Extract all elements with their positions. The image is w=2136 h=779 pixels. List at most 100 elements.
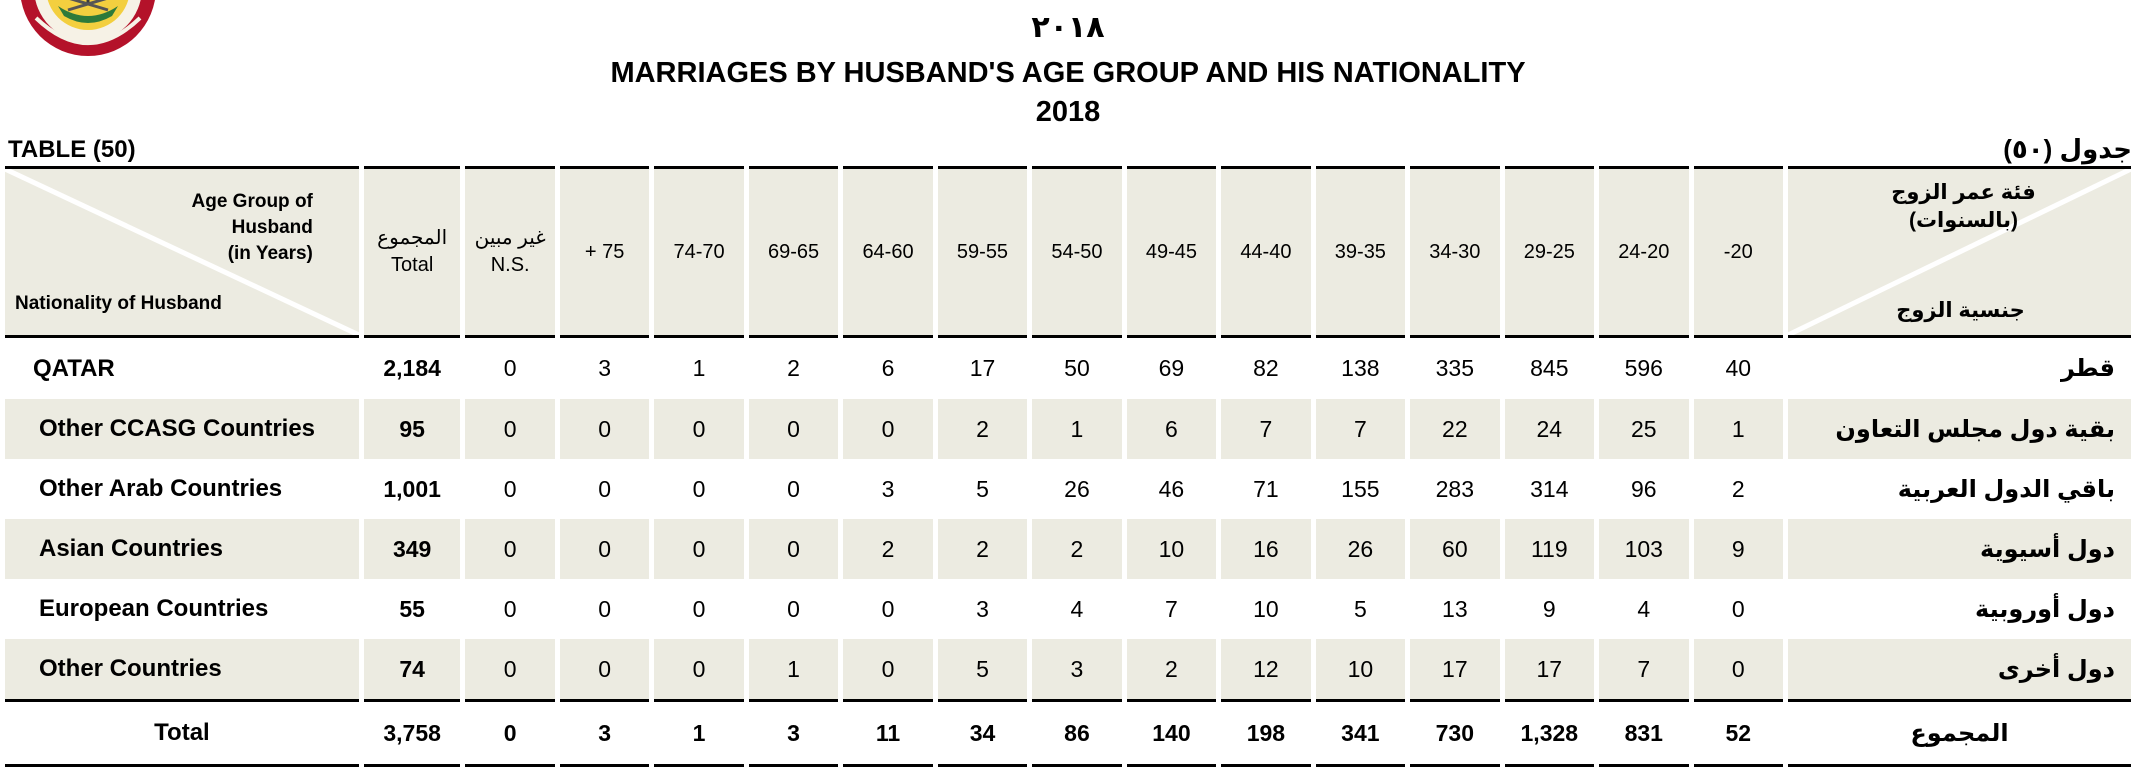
row-name-en: European Countries [39,595,269,622]
cell-total: 55 [399,595,425,622]
cell-value: 0 [1731,595,1745,622]
cell-value: 1 [748,639,839,699]
cell-value: 26 [1315,519,1406,579]
cell-value: 2 [843,519,933,579]
col-header-age: -20 [1693,166,1783,338]
qatar-psa-emblem-icon [21,0,155,56]
row-name-ar: قطر [2060,355,2115,382]
page-title: MARRIAGES BY HUSBAND'S AGE GROUP AND HIS… [610,57,1526,89]
row-name-ar: المجموع [1787,699,2131,767]
cell-value: 60 [1410,519,1500,579]
col-header-age: 69-65 [748,166,839,338]
totals-row: Total 3,758 0 3 1 3 11 34 86 140 198 341… [5,699,2131,767]
table-row: Other Countries 74 0 0 0 1 0 5 3 2 12 10 17 17 7 0 دول أ… [5,639,2131,699]
cell-value: 0 [692,475,706,502]
table-row: Other CCASG Countries 95 0 0 0 0 0 2 1 6 7 7 22 24 25 1… [5,399,2131,459]
cell-total: 95 [363,399,461,459]
nationality-label-en: Nationality of Husband [15,293,222,314]
cell-value: 314 [1530,475,1569,502]
cell-value: 17 [1504,639,1595,699]
row-name-en: Asian Countries [5,519,359,579]
cell-value: 0 [843,639,933,699]
cell-value: 86 [1032,699,1122,767]
cell-value: 2 [937,519,1028,579]
cell-total: 3,758 [363,699,461,767]
corner-header-ar: فئة عمر الزوج (بالسنوات) جنسية الزوج [1787,166,2131,338]
cell-value: 2 [1731,475,1745,502]
table-number-en: TABLE (50) [8,136,136,163]
cell-value: 52 [1693,699,1783,767]
cell-value: 1 [1693,399,1783,459]
cell-value: 5 [976,475,989,502]
age-group-label-ar: فئة عمر الزوج (بالسنوات) [1891,181,2036,232]
year-english: 2018 [1035,96,1101,128]
cell-value: 0 [692,595,706,622]
diagonal-divider [1788,169,2131,335]
row-name-ar: بقية دول مجلس التعاون [1787,399,2131,459]
cell-value: 3 [598,355,611,381]
cell-value: 138 [1341,355,1380,381]
cell-value: 0 [1693,639,1783,699]
cell-value: 1 [654,699,744,767]
cell-value: 0 [654,519,744,579]
cell-value: 341 [1315,699,1406,767]
col-header-age: 24-20 [1599,166,1689,338]
cell-value: 10 [1253,595,1279,622]
cell-value: 12 [1221,639,1311,699]
cell-value: 7 [1599,639,1689,699]
cell-value: 3 [881,475,895,502]
header-row: Age Group of Husband (in Years) National… [5,166,2131,338]
col-header-total: المجموع Total [363,166,461,338]
col-header-age: 39-35 [1315,166,1406,338]
cell-ns: 0 [503,355,517,381]
col-header-age: 54-50 [1032,166,1122,338]
cell-value: 2 [1126,639,1217,699]
cell-value: 0 [843,399,933,459]
cell-ns: 0 [503,475,517,502]
cell-value: 17 [969,355,996,381]
cell-value: 2 [1032,519,1122,579]
cell-value: 16 [1221,519,1311,579]
cell-value: 26 [1064,475,1090,502]
cell-value: 5 [1353,595,1367,622]
col-header-age: 64-60 [843,166,933,338]
cell-value: 0 [787,475,800,502]
cell-value: 0 [559,399,650,459]
cell-value: 0 [787,595,800,622]
row-name-ar: دول أخرى [1787,639,2131,699]
year-arabic: ٢٠١٨ [1031,11,1105,44]
marriages-table: Age Group of Husband (in Years) National… [0,166,2136,767]
cell-value: 0 [598,595,611,622]
cell-value: 2 [787,355,800,381]
col-header-age: 74-70 [654,166,744,338]
cell-value: 1,328 [1504,699,1595,767]
cell-value: 3 [1032,639,1122,699]
cell-value: 24 [1504,399,1595,459]
cell-value: 0 [559,519,650,579]
cell-value: 283 [1435,475,1475,502]
cell-value: 845 [1530,355,1569,381]
cell-ns: 0 [465,519,555,579]
cell-value: 25 [1599,399,1689,459]
cell-value: 7 [1315,399,1406,459]
cell-value: 40 [1725,355,1752,381]
cell-value: 0 [748,399,839,459]
cell-total: 349 [363,519,461,579]
cell-value: 0 [654,399,744,459]
row-name-en: Other Arab Countries [39,475,283,502]
cell-total: 74 [363,639,461,699]
cell-value: 1 [692,355,706,381]
cell-value: 730 [1410,699,1500,767]
cell-value: 22 [1410,399,1500,459]
cell-value: 3 [559,699,650,767]
cell-value: 4 [1637,595,1651,622]
cell-value: 0 [598,475,611,502]
cell-value: 831 [1599,699,1689,767]
cell-value: 198 [1221,699,1311,767]
cell-value: 7 [1221,399,1311,459]
diagonal-divider [5,169,359,335]
col-header-age: 29-25 [1504,166,1595,338]
cell-value: 1 [1032,399,1122,459]
cell-value: 3 [976,595,989,622]
cell-value: 82 [1253,355,1279,381]
